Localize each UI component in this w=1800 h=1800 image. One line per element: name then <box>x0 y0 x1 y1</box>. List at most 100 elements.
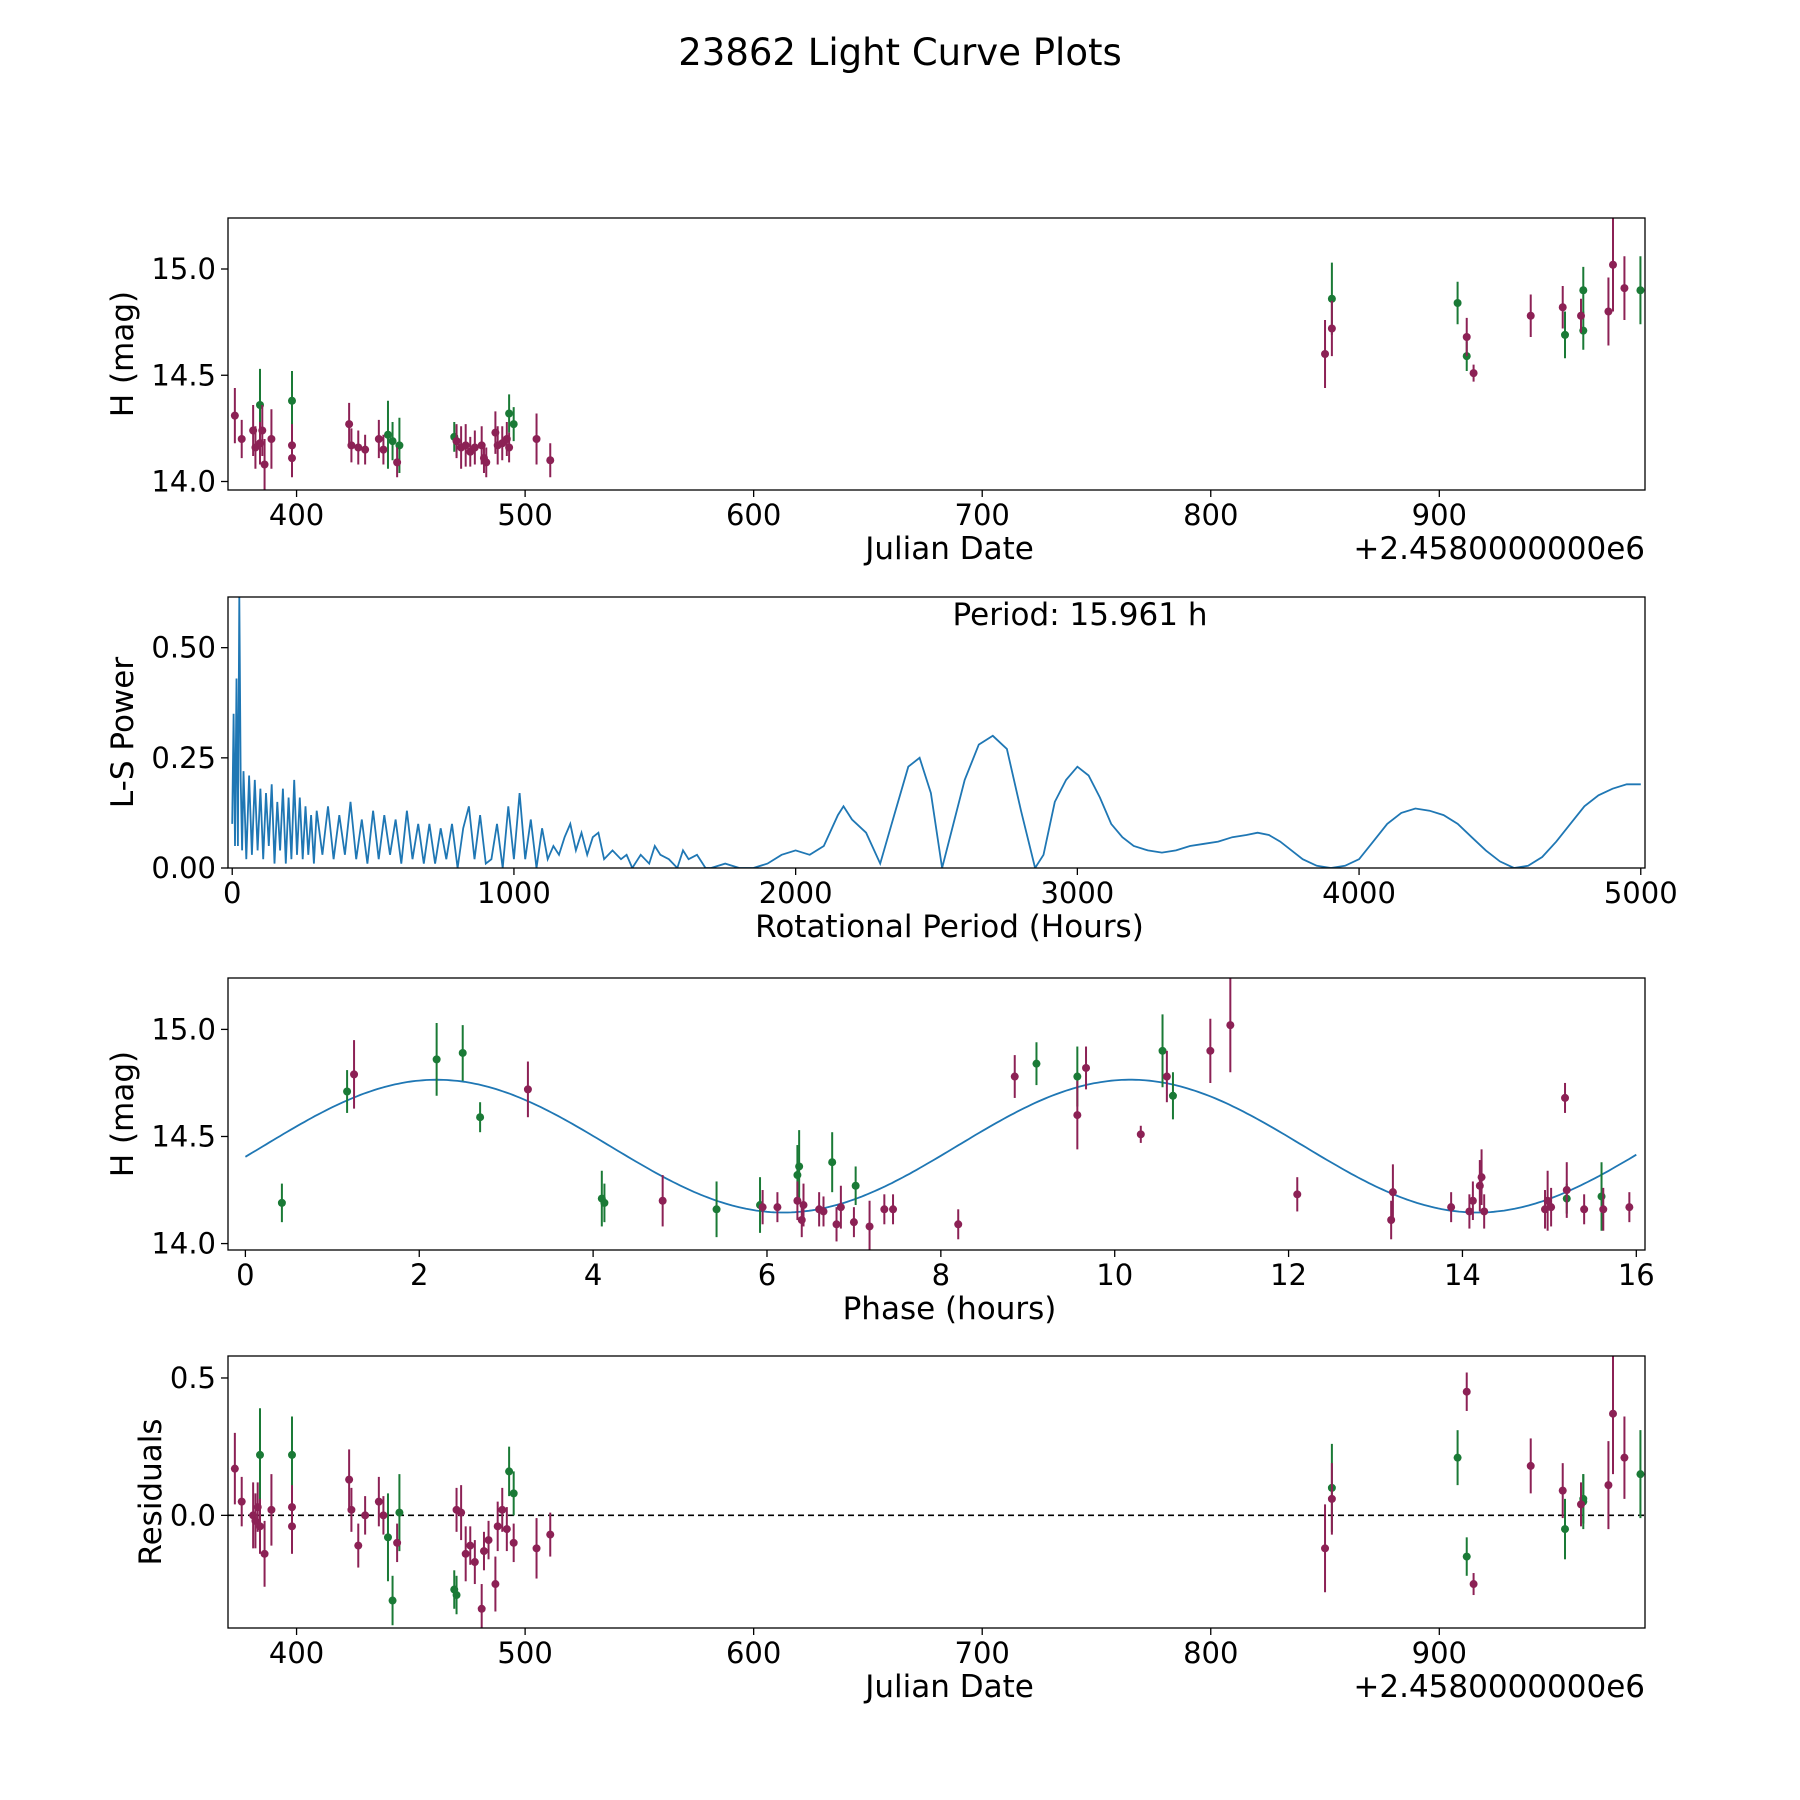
periodogram-line <box>231 597 1641 868</box>
data-point-red <box>379 1496 388 1535</box>
x-tick-label: 600 <box>726 498 781 532</box>
data-point-red <box>1547 1187 1556 1227</box>
data-point-green <box>1561 311 1570 359</box>
data-point-red <box>1620 256 1629 320</box>
x-tick-label: 500 <box>497 1636 552 1670</box>
data-point-red <box>1469 1573 1478 1596</box>
data-marker <box>1168 1091 1177 1100</box>
data-marker <box>1558 303 1567 312</box>
data-point-green <box>255 1408 264 1502</box>
data-point-red <box>1468 1181 1477 1221</box>
data-marker <box>452 1591 461 1600</box>
raw-light-curve-panel: 400 500 600 700 800 900 14.0 14.5 15.0 Julian Dat… <box>105 217 1646 567</box>
data-marker <box>1580 1205 1589 1214</box>
data-point-red <box>470 430 479 465</box>
data-marker <box>1561 1525 1570 1534</box>
x-tick-label: 400 <box>269 498 324 532</box>
x-tick-label: 1000 <box>477 876 551 910</box>
data-point-red <box>1526 294 1535 337</box>
x-tick-label: 6 <box>758 1258 776 1292</box>
data-marker <box>836 1203 845 1212</box>
data-point-red <box>658 1175 667 1227</box>
y-tick-label: 0.50 <box>151 631 216 665</box>
data-point-red <box>1609 218 1618 312</box>
data-marker <box>658 1196 667 1205</box>
data-point-red <box>287 1485 296 1530</box>
data-marker <box>758 1203 767 1212</box>
data-marker <box>354 1541 363 1550</box>
x-tick-label: 700 <box>955 1636 1010 1670</box>
data-marker <box>267 1505 276 1514</box>
data-marker <box>260 1549 269 1558</box>
data-point-red <box>1206 1018 1215 1083</box>
data-marker <box>819 1207 828 1216</box>
x-tick-label: 0 <box>236 1258 254 1292</box>
data-point-red <box>361 1496 370 1535</box>
data-point-red <box>532 413 541 465</box>
data-point-red <box>773 1192 782 1223</box>
data-marker <box>477 1604 486 1613</box>
phased-light-curve-panel: 0 2 4 6 8 10 12 14 16 14.0 14.5 15.0 Phase (hours) H … <box>105 977 1655 1327</box>
data-marker <box>1447 1203 1456 1212</box>
data-point-red <box>267 409 276 469</box>
x-axis-label: Rotational Period (Hours) <box>755 909 1144 945</box>
data-point-red <box>889 1194 898 1225</box>
data-marker <box>379 1511 388 1520</box>
data-marker <box>258 426 267 435</box>
data-marker <box>388 1596 397 1605</box>
y-tick-label: 15.0 <box>151 1012 216 1046</box>
data-marker <box>832 1220 841 1229</box>
y-axis-label: H (mag) <box>105 1051 141 1177</box>
data-marker <box>1604 1481 1613 1490</box>
data-point-red <box>230 1432 239 1505</box>
axes-frame <box>227 977 1646 1251</box>
y-tick-label: 0.00 <box>151 851 216 885</box>
data-marker <box>1082 1063 1091 1072</box>
data-marker <box>1387 1216 1396 1225</box>
data-marker <box>1465 1207 1474 1216</box>
y-tick-label: 0.5 <box>170 1361 216 1395</box>
residuals-panel: 400 500 600 700 800 900 0.0 0.5 Julian Date Resid… <box>133 1355 1646 1705</box>
x-tick-label: 700 <box>955 498 1010 532</box>
x-tick-label: 5000 <box>1604 876 1678 910</box>
data-point-red <box>1387 1200 1396 1240</box>
data-point-green <box>851 1166 860 1206</box>
data-marker <box>379 445 388 454</box>
data-point-red <box>258 405 267 456</box>
data-point-red <box>470 1540 479 1585</box>
data-point-red <box>260 439 269 490</box>
data-point-red <box>361 434 370 465</box>
data-marker <box>237 1497 246 1506</box>
data-point-green <box>388 1575 397 1626</box>
data-point-green <box>600 1183 609 1223</box>
data-point-red <box>832 1207 841 1242</box>
data-marker <box>345 420 354 429</box>
data-marker <box>509 1538 518 1547</box>
data-point-green <box>395 1474 404 1552</box>
data-point-red <box>836 1185 845 1229</box>
data-marker <box>457 1508 466 1517</box>
data-point-red <box>354 1523 363 1568</box>
data-point-red <box>345 402 354 446</box>
data-marker <box>287 454 296 463</box>
data-marker <box>1206 1046 1215 1055</box>
data-point-red <box>498 1487 507 1532</box>
data-point-red <box>1010 1055 1019 1098</box>
data-point-green <box>712 1181 721 1238</box>
data-point-red <box>477 1584 486 1628</box>
data-marker <box>374 435 383 443</box>
data-marker <box>509 420 518 429</box>
data-point-red <box>374 419 383 459</box>
data-marker <box>797 1216 806 1225</box>
x-tick-label: 900 <box>1412 498 1467 532</box>
data-point-red <box>1162 1050 1171 1103</box>
data-marker <box>347 441 356 450</box>
x-tick-label: 800 <box>1183 498 1238 532</box>
data-marker <box>505 443 514 452</box>
y-axis-label: L-S Power <box>105 657 141 808</box>
data-point-red <box>1462 317 1471 357</box>
data-marker <box>600 1198 609 1207</box>
data-marker <box>393 458 402 467</box>
axes-frame <box>227 596 1646 869</box>
data-marker <box>1293 1190 1302 1199</box>
